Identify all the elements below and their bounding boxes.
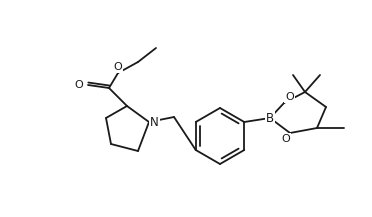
Text: O: O [281, 134, 290, 144]
Text: O: O [285, 92, 294, 102]
Text: O: O [74, 80, 83, 90]
Text: N: N [150, 115, 159, 128]
Text: B: B [266, 112, 274, 125]
Text: O: O [113, 62, 122, 72]
